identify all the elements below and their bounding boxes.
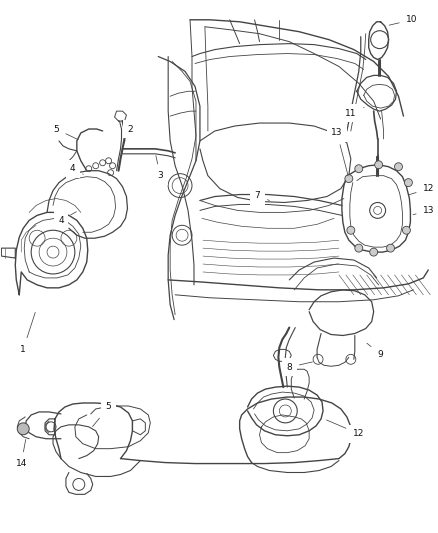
Text: 5: 5 (92, 402, 112, 426)
Text: 8: 8 (286, 362, 312, 372)
Circle shape (403, 227, 410, 234)
Circle shape (355, 165, 363, 173)
Circle shape (395, 163, 403, 171)
Text: 5: 5 (53, 125, 78, 140)
Text: 4: 4 (70, 164, 83, 174)
Text: 10: 10 (389, 15, 418, 25)
Text: 13: 13 (331, 128, 348, 176)
Text: 3: 3 (156, 156, 163, 180)
Text: 13: 13 (413, 206, 435, 215)
Text: 4: 4 (58, 212, 76, 225)
Text: 1: 1 (20, 312, 35, 354)
Text: 12: 12 (409, 184, 434, 195)
Circle shape (17, 423, 29, 435)
Circle shape (387, 244, 395, 252)
Circle shape (374, 161, 383, 169)
Circle shape (355, 244, 363, 252)
Text: 9: 9 (367, 343, 384, 359)
Text: 11: 11 (345, 107, 364, 118)
Circle shape (370, 248, 378, 256)
Circle shape (347, 227, 355, 234)
Text: 12: 12 (327, 420, 364, 438)
Text: 2: 2 (124, 125, 133, 143)
Circle shape (345, 175, 353, 183)
Circle shape (404, 179, 413, 187)
Text: 7: 7 (254, 191, 269, 200)
Text: 14: 14 (16, 440, 27, 468)
